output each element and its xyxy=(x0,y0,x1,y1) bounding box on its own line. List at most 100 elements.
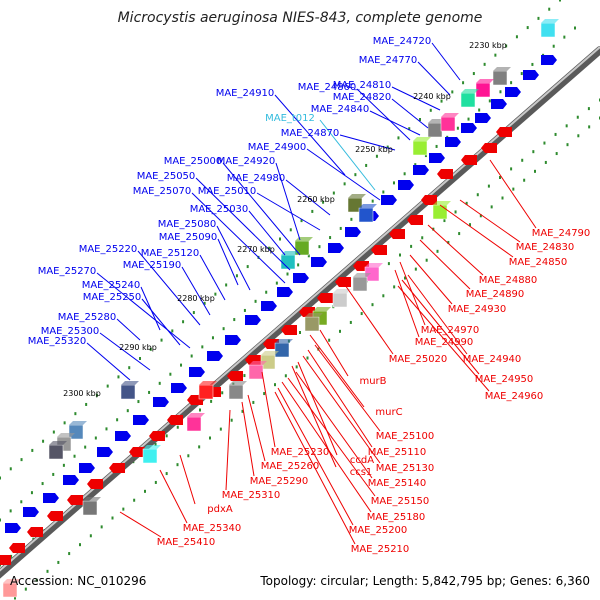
plus-strand-gene xyxy=(381,195,397,205)
gene-label: MAE_25230 xyxy=(271,447,330,458)
feature-block-top xyxy=(365,263,383,267)
grid-dot xyxy=(456,126,459,130)
feature-block-top xyxy=(57,433,75,437)
grid-dot xyxy=(414,267,417,271)
feature-block xyxy=(186,416,202,432)
grid-dot xyxy=(171,329,174,333)
minus-strand-gene xyxy=(437,169,453,179)
leader-line xyxy=(217,238,239,286)
grid-dot xyxy=(180,363,183,367)
gene-label: MAE_24860 xyxy=(298,82,357,93)
grid-dot xyxy=(472,72,475,76)
grid-dot xyxy=(165,472,168,476)
kbp-mark-label: 2280 kbp xyxy=(177,294,215,303)
grid-dot xyxy=(306,356,309,360)
grid-dot xyxy=(425,258,428,262)
plus-strand-gene xyxy=(541,55,557,65)
grid-dot xyxy=(274,383,276,387)
grid-dot xyxy=(454,210,457,214)
grid-dot xyxy=(10,554,13,558)
grid-dot xyxy=(111,516,114,520)
grid-dot xyxy=(565,124,568,128)
plus-strand-gene xyxy=(207,351,223,361)
leader-line xyxy=(241,401,255,477)
grid-dot xyxy=(243,308,246,312)
grid-dot xyxy=(490,205,493,209)
grid-dot xyxy=(487,184,490,188)
grid-dot xyxy=(263,392,266,396)
gene-label: MAE_25310 xyxy=(222,490,281,501)
feature-block-top xyxy=(353,273,371,277)
grid-dot xyxy=(307,254,310,258)
grid-dot xyxy=(297,263,300,267)
grid-dot xyxy=(548,7,551,11)
feature-block-top xyxy=(261,351,279,355)
leader-line xyxy=(397,285,490,392)
leader-line xyxy=(285,179,331,216)
gene-label: pdxA xyxy=(207,504,233,515)
grid-dot xyxy=(20,500,23,504)
grid-dot xyxy=(566,143,569,147)
grid-dot xyxy=(534,169,536,173)
feature-block-top xyxy=(249,361,267,365)
gene-label: MAE_25100 xyxy=(376,431,435,442)
grid-dot xyxy=(350,217,353,221)
gene-label: MAE_25050 xyxy=(137,171,196,182)
grid-dot xyxy=(95,393,98,397)
gene-label: MAE_25070 xyxy=(133,186,192,197)
grid-dot xyxy=(35,578,38,582)
grid-dot xyxy=(410,244,413,248)
leader-line xyxy=(199,254,226,301)
feature-block xyxy=(82,500,98,516)
feature-block xyxy=(475,82,491,98)
grid-dot xyxy=(392,181,395,185)
leader-line xyxy=(391,98,429,129)
leader-line xyxy=(261,371,276,448)
kbp-mark-label: 2300 kbp xyxy=(63,389,101,398)
grid-dot xyxy=(299,331,301,334)
minus-strand-gene xyxy=(389,229,405,239)
gene-label: MAE_25270 xyxy=(38,266,97,277)
feature-block-top xyxy=(333,289,351,293)
grid-dot xyxy=(209,436,211,440)
grid-dot xyxy=(187,454,190,458)
grid-dot xyxy=(424,154,427,158)
grid-dot xyxy=(501,196,504,200)
grid-dot xyxy=(515,35,518,39)
grid-dot xyxy=(451,90,454,94)
minus-strand-gene xyxy=(281,325,297,335)
map-title: Microcystis aeruginosa NIES-843, complet… xyxy=(118,10,483,26)
grid-dot xyxy=(329,236,332,240)
grid-dot xyxy=(63,421,66,425)
feature-block-top xyxy=(83,497,101,501)
kbp-mark-label: 2290 kbp xyxy=(119,343,157,352)
grid-dot xyxy=(169,372,172,376)
leader-line xyxy=(274,94,346,176)
grid-dot xyxy=(210,399,213,403)
plus-strand-gene xyxy=(398,180,414,190)
grid-dot xyxy=(462,81,465,85)
grid-dot xyxy=(31,448,34,452)
grid-dot xyxy=(139,357,141,360)
grid-dot xyxy=(526,26,529,30)
kbp-scale: 2230 kbp 2240 kbp 2250 kbp 2260 kbp 2270 kbp… xyxy=(63,41,507,398)
grid-dot xyxy=(328,338,331,342)
plus-strand-gene xyxy=(345,227,361,237)
grid-dot xyxy=(128,366,131,370)
gene-label: MAE_25080 xyxy=(158,219,217,230)
minus-strand-gene xyxy=(461,155,477,165)
gene-label: MAE_25030 xyxy=(190,204,249,215)
gene-label: MAE_25200 xyxy=(349,525,408,536)
gene-label: MAE_25300 xyxy=(41,326,100,337)
feature-block xyxy=(440,116,456,132)
gene-label: MAE_25150 xyxy=(371,496,430,507)
feature-track xyxy=(0,19,559,598)
grid-dot xyxy=(241,409,244,413)
plus-strand-gene xyxy=(261,301,277,311)
gene-label: MAE_24720 xyxy=(373,36,432,47)
gene-label: MAE_25220 xyxy=(79,244,138,255)
feature-block-top xyxy=(461,89,479,93)
kbp-mark-label: 2230 kbp xyxy=(469,41,507,50)
grid-dot xyxy=(265,290,268,294)
grid-dot xyxy=(133,498,136,502)
